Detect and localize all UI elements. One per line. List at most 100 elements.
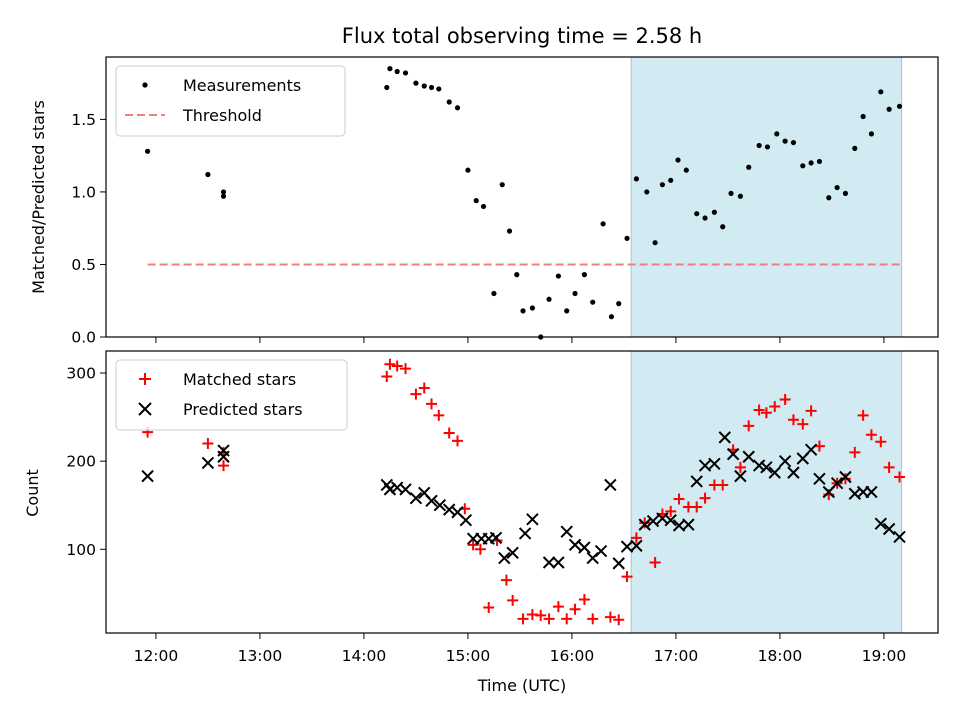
x-tick-label: 12:00 — [134, 647, 179, 665]
matched-stars-point — [452, 435, 464, 447]
matched-stars-point — [384, 358, 396, 370]
measurements-point — [728, 190, 734, 196]
predicted-stars-point — [409, 491, 423, 505]
measurements-point — [860, 113, 866, 120]
matched-stars-point — [433, 409, 445, 421]
matched-stars-point — [474, 543, 486, 555]
matched-stars-point — [552, 601, 564, 613]
measurements-point — [790, 139, 797, 146]
predicted-stars-point — [804, 443, 818, 456]
measurements-point — [764, 144, 771, 150]
measurements-point — [546, 296, 552, 302]
matched-stars-point — [797, 418, 809, 430]
legend-dot-marker — [142, 82, 148, 88]
predicted-stars-point — [718, 431, 732, 444]
matched-stars-point — [483, 601, 495, 613]
predicted-stars-point — [552, 556, 565, 569]
measurements-point — [499, 182, 505, 188]
predicted-stars-point — [813, 472, 826, 485]
measurements-point — [220, 189, 227, 195]
predicted-stars-point — [425, 494, 438, 508]
matched-stars-point — [699, 492, 711, 504]
matched-stars-point — [517, 613, 529, 625]
predicted-stars-point — [664, 513, 677, 527]
matched-stars-point — [587, 613, 599, 625]
top-axes-frame — [105, 56, 939, 338]
predicted-stars-point — [459, 513, 473, 527]
predicted-stars-point — [638, 518, 651, 531]
matched-stars-point — [604, 611, 616, 623]
predicted-stars-point — [708, 457, 721, 471]
measurements-point — [668, 177, 674, 183]
top-legend: Measurements Threshold — [115, 65, 346, 137]
predicted-stars-point — [141, 469, 154, 483]
measurements-point — [506, 228, 513, 234]
measurements-point — [600, 221, 606, 227]
x-axis-label: Time (UTC) — [477, 676, 566, 695]
measurements-point — [491, 290, 497, 297]
predicted-stars-point — [874, 517, 888, 530]
matched-stars-point — [691, 501, 703, 513]
top-y-axis-label: Matched/Predicted stars — [29, 100, 48, 294]
matched-stars-point — [467, 539, 479, 551]
matched-stars-point — [426, 398, 438, 410]
measurements-point — [675, 157, 681, 163]
predicted-stars-point — [690, 475, 703, 488]
measurements-point — [205, 171, 211, 178]
measurements-point — [608, 314, 615, 320]
measurements-point — [644, 189, 650, 195]
predicted-stars-point — [383, 483, 397, 496]
predicted-stars-point — [526, 513, 539, 526]
measurements-point — [878, 89, 884, 95]
matched-stars-point — [391, 360, 403, 372]
measurements-point — [834, 184, 840, 191]
matched-stars-point — [779, 393, 791, 405]
measurements-point — [852, 145, 858, 151]
predicted-stars-point — [646, 514, 660, 528]
predicted-stars-point — [612, 557, 625, 570]
measurements-point — [220, 193, 227, 199]
x-tick-label: 13:00 — [238, 647, 283, 665]
measurements-point — [384, 84, 390, 91]
measurements-point — [572, 290, 578, 297]
measurements-point — [659, 182, 666, 188]
measurements-point — [756, 142, 762, 149]
predicted-stars-point — [442, 503, 456, 516]
predicted-stars-point — [594, 544, 608, 558]
matched-stars-point — [410, 388, 422, 400]
matched-stars-point — [760, 407, 772, 419]
predicted-stars-point — [865, 485, 878, 499]
matched-stars-point — [218, 460, 230, 472]
measurements-point — [581, 272, 588, 278]
x-tick-label: 19:00 — [862, 647, 907, 665]
matched-stars-point — [535, 609, 547, 621]
matched-stars-point — [753, 404, 765, 416]
top-y-tick-label: 1.5 — [71, 111, 96, 129]
measurements-point — [774, 131, 780, 137]
predicted-stars-point — [760, 461, 773, 474]
legend-label: Threshold — [182, 106, 262, 125]
matched-stars-point — [717, 479, 729, 491]
predicted-stars-point — [489, 531, 503, 545]
predicted-stars-point — [578, 541, 591, 554]
matched-stars-point — [578, 594, 590, 606]
x-tick-label: 18:00 — [758, 647, 803, 665]
top-y-tick-label: 1.0 — [71, 183, 96, 201]
measurements-point — [624, 235, 630, 241]
measurements-point — [454, 105, 461, 111]
predicted-stars-point — [506, 546, 519, 560]
matched-stars-point — [787, 414, 799, 426]
measurements-point — [816, 158, 823, 165]
measurements-point — [387, 66, 393, 72]
measurements-point — [590, 299, 596, 305]
matched-stars-point — [665, 505, 677, 517]
legend-plus-marker — [139, 373, 151, 385]
measurements-point — [465, 167, 471, 173]
predicted-stars-point — [498, 551, 511, 565]
measurements-point — [826, 195, 832, 201]
predicted-stars-point — [787, 466, 800, 479]
measurements-point — [421, 83, 427, 89]
matched-stars-point — [849, 446, 861, 458]
matched-stars-point — [875, 436, 887, 448]
chart-title: Flux total observing time = 2.58 h — [342, 24, 702, 48]
